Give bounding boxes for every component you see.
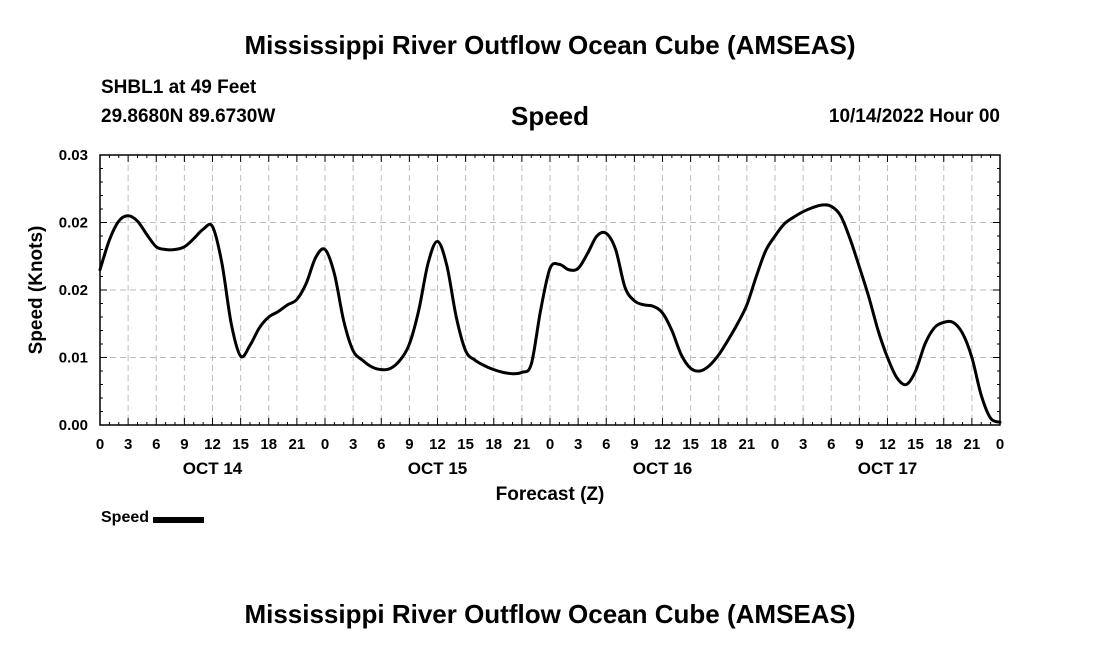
x-tick-label: 6 [377, 436, 385, 453]
x-tick-label: 3 [349, 436, 357, 453]
x-tick-label: 15 [457, 436, 474, 453]
speed-series-line [98, 203, 1002, 424]
y-tick-label: 0.00 [59, 417, 88, 434]
day-label: OCT 15 [408, 459, 468, 478]
x-tick-label: 9 [405, 436, 413, 453]
x-tick-label: 18 [485, 436, 502, 453]
x-tick-label: 9 [180, 436, 188, 453]
x-tick-label: 6 [152, 436, 160, 453]
x-tick-label: 18 [710, 436, 727, 453]
y-tick-label: 0.03 [59, 147, 88, 164]
x-tick-label: 3 [799, 436, 807, 453]
x-tick-label: 6 [602, 436, 610, 453]
x-axis-label: Forecast (Z) [496, 484, 605, 505]
x-tick-label: 6 [827, 436, 835, 453]
x-tick-label: 12 [429, 436, 446, 453]
x-tick-label: 3 [574, 436, 582, 453]
day-label: OCT 16 [633, 459, 693, 478]
y-tick-label: 0.01 [59, 350, 88, 367]
footer-title: Mississippi River Outflow Ocean Cube (AM… [244, 599, 856, 629]
x-tick-label: 12 [654, 436, 671, 453]
day-label: OCT 14 [183, 459, 243, 478]
x-tick-label: 0 [996, 436, 1004, 453]
y-tick-label: 0.02 [59, 215, 88, 232]
y-tick-label: 0.02 [59, 282, 88, 299]
x-tick-label: 3 [124, 436, 132, 453]
day-label: OCT 17 [858, 459, 918, 478]
x-tick-label: 21 [739, 436, 756, 453]
x-tick-label: 21 [964, 436, 981, 453]
x-tick-label: 15 [907, 436, 924, 453]
legend-swatch [153, 517, 205, 523]
x-tick-label: 21 [289, 436, 306, 453]
x-tick-label: 18 [260, 436, 277, 453]
x-tick-label: 12 [879, 436, 896, 453]
chart-main-title: Mississippi River Outflow Ocean Cube (AM… [244, 30, 856, 60]
x-tick-label: 9 [855, 436, 863, 453]
x-tick-label: 15 [232, 436, 249, 453]
station-label: SHBL1 at 49 Feet [101, 77, 257, 98]
x-tick-label: 21 [514, 436, 531, 453]
x-tick-label: 15 [682, 436, 699, 453]
chart-legend: Speed [101, 509, 205, 527]
forecast-datetime: 10/14/2022 Hour 00 [828, 106, 1000, 127]
x-tick-label: 0 [546, 436, 554, 453]
y-axis-label: Speed (Knots) [26, 226, 47, 355]
x-tick-label: 0 [96, 436, 104, 453]
coordinates-label: 29.8680N 89.6730W [101, 106, 276, 127]
plot-frame [99, 154, 1001, 426]
legend-label: Speed [101, 509, 150, 526]
x-tick-label: 9 [630, 436, 638, 453]
metric-title: Speed [510, 101, 590, 131]
x-tick-label: 12 [204, 436, 221, 453]
x-tick-label: 18 [935, 436, 952, 453]
x-tick-label: 0 [771, 436, 779, 453]
x-tick-label: 0 [321, 436, 329, 453]
